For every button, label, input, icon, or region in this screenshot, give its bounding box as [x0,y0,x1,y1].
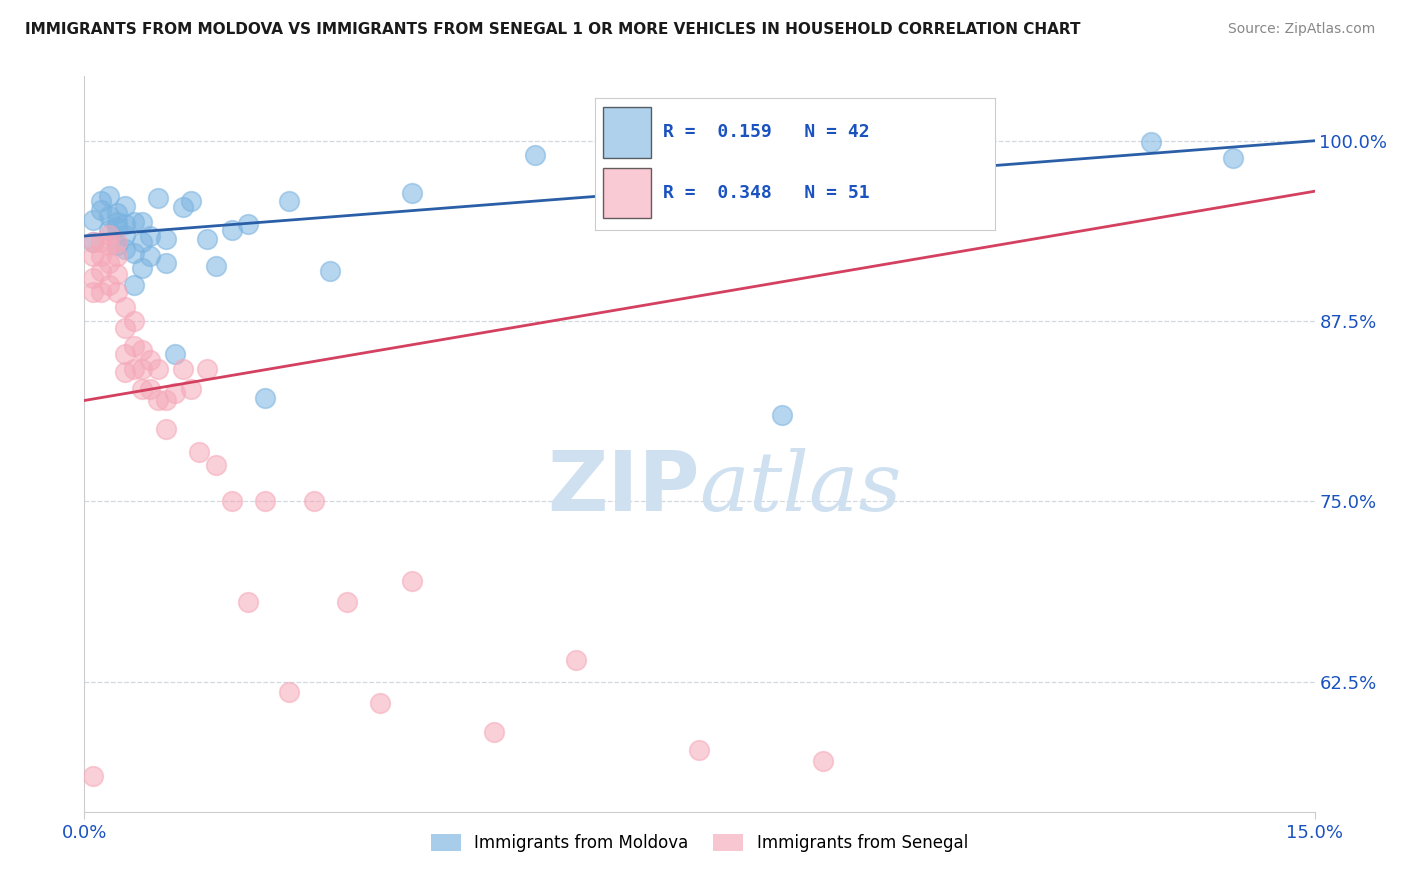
Point [148,393,170,408]
Point [98,237,120,252]
Point [319,263,342,277]
Point [336,595,359,609]
Point [401,186,423,200]
Point [98,209,120,223]
Point [90,285,112,300]
Point [82,285,104,300]
Point [114,300,136,314]
Point [131,343,153,357]
Point [122,314,145,328]
Point [1139,135,1161,149]
Point [114,227,136,242]
Point [221,494,243,508]
Point [122,361,145,376]
Point [689,742,711,756]
Point [1222,151,1244,165]
Point [197,361,219,376]
Point [105,235,128,249]
Point [131,214,153,228]
Point [253,494,276,508]
Point [302,494,325,508]
Point [82,270,104,285]
Point [155,422,177,436]
Legend: Immigrants from Moldova, Immigrants from Senegal: Immigrants from Moldova, Immigrants from… [425,827,974,859]
Point [114,365,136,379]
Point [114,242,136,256]
Point [90,194,112,209]
Point [131,382,153,396]
Point [565,653,588,667]
Point [238,218,260,232]
Point [105,220,128,235]
Point [90,263,112,277]
Point [368,697,391,711]
Point [188,445,211,459]
Point [148,361,170,376]
Point [105,214,128,228]
Point [253,391,276,405]
Point [105,206,128,220]
Point [82,769,104,783]
Point [122,338,145,352]
Point [114,347,136,361]
Point [148,191,170,205]
Point [131,235,153,249]
Point [204,260,226,274]
Point [114,199,136,213]
Point [122,278,145,293]
Point [139,229,162,244]
Point [131,361,153,376]
Point [131,260,153,275]
Point [90,249,112,263]
Point [484,725,506,739]
Point [163,386,186,401]
Point [98,188,120,202]
Point [105,249,128,263]
Point [98,227,120,242]
Point [139,382,162,396]
Point [90,202,112,217]
Point [647,199,669,213]
Point [82,235,104,249]
Text: atlas: atlas [700,448,901,528]
Point [82,235,104,249]
Point [163,347,186,361]
Text: ZIP: ZIP [547,448,700,528]
Point [524,148,547,162]
Point [155,393,177,408]
Point [98,278,120,293]
Point [197,232,219,246]
Point [139,353,162,368]
Point [98,256,120,270]
Point [770,408,793,422]
Point [114,218,136,232]
Point [180,194,202,209]
Point [238,595,260,609]
Point [811,754,834,768]
Point [204,458,226,473]
Point [221,223,243,237]
Point [105,237,128,252]
Point [82,213,104,227]
Text: IMMIGRANTS FROM MOLDOVA VS IMMIGRANTS FROM SENEGAL 1 OR MORE VEHICLES IN HOUSEHO: IMMIGRANTS FROM MOLDOVA VS IMMIGRANTS FR… [25,22,1081,37]
Point [98,223,120,237]
Point [114,321,136,335]
Point [105,267,128,281]
Point [155,232,177,246]
Point [122,246,145,260]
Point [278,194,301,209]
Text: Source: ZipAtlas.com: Source: ZipAtlas.com [1227,22,1375,37]
Point [122,214,145,228]
Point [401,574,423,588]
Point [82,249,104,263]
Point [172,361,194,376]
Point [180,382,202,396]
Point [278,685,301,699]
Point [90,235,112,249]
Point [139,249,162,263]
Point [105,285,128,300]
Point [172,200,194,214]
Point [155,256,177,270]
